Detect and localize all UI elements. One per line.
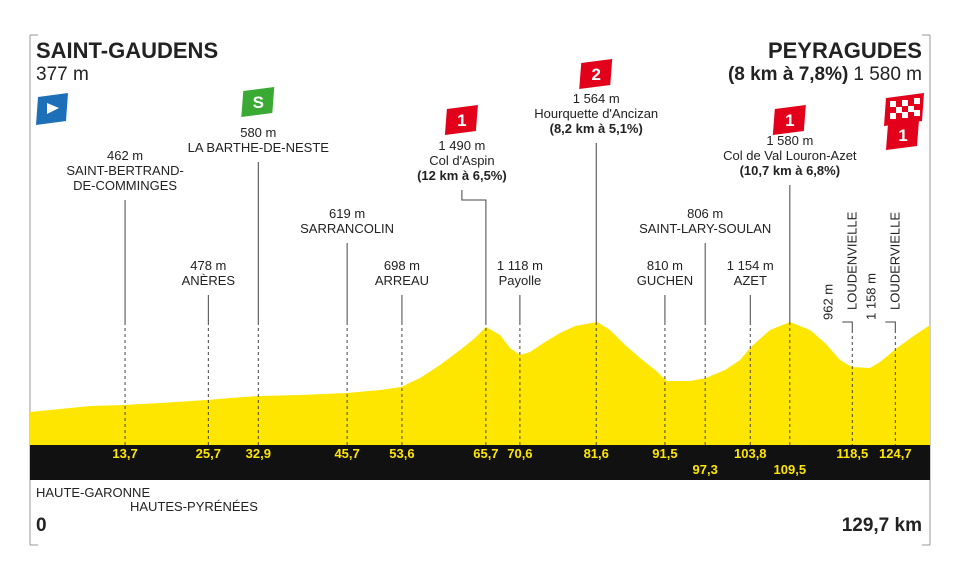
elevation-profile xyxy=(30,322,930,445)
km-label: 65,7 xyxy=(473,446,498,461)
badge-label: 2 xyxy=(591,65,600,84)
marker-line xyxy=(461,190,487,322)
waypoint-name: LOUDENVIELLE xyxy=(844,211,859,310)
finish-name: PEYRAGUDES xyxy=(768,38,922,63)
waypoint-altitude: 462 m xyxy=(107,148,143,163)
km-label: 103,8 xyxy=(734,446,767,461)
waypoint-name: SAINT-LARY-SOULAN xyxy=(639,221,771,236)
waypoint-name: GUCHEN xyxy=(637,273,693,288)
badge-label: 1 xyxy=(457,111,466,130)
waypoint-name: SAINT-BERTRAND- xyxy=(66,163,184,178)
marker-line xyxy=(842,321,853,330)
badge-label: S xyxy=(253,93,264,112)
km-label: 70,6 xyxy=(507,446,532,461)
marker-line xyxy=(885,321,896,330)
badge-label: 1 xyxy=(785,111,794,130)
km-label: 13,7 xyxy=(112,446,137,461)
waypoint-altitude: 1 154 m xyxy=(727,258,774,273)
km-label: 45,7 xyxy=(334,446,359,461)
km-label: 97,3 xyxy=(693,462,718,477)
waypoint-altitude: 806 m xyxy=(687,206,723,221)
km-label: 81,6 xyxy=(584,446,609,461)
waypoint-altitude: 580 m xyxy=(240,125,276,140)
waypoint-name: Payolle xyxy=(499,273,542,288)
start-name: SAINT-GAUDENS xyxy=(36,38,218,63)
finish-flag xyxy=(884,93,924,126)
waypoint-name: ARREAU xyxy=(375,273,429,288)
start-altitude: 377 m xyxy=(36,64,89,85)
distance-bar xyxy=(30,445,930,480)
waypoint-altitude: 962 m xyxy=(820,284,835,320)
km-label: 25,7 xyxy=(196,446,221,461)
region: HAUTE-GARONNE xyxy=(36,485,150,500)
waypoint-name: LOUDERVIELLE xyxy=(887,212,902,310)
climb-badge xyxy=(241,87,275,117)
finish-climb: (8 km à 7,8%) xyxy=(728,64,848,85)
start-flag-arrow xyxy=(47,103,59,114)
waypoint-altitude: 478 m xyxy=(190,258,226,273)
finish-info: (8 km à 7,8%) 1 580 m xyxy=(728,64,922,85)
waypoint-name: SARRANCOLIN xyxy=(300,221,394,236)
climb-info: (12 km à 6,5%) xyxy=(417,168,507,183)
climb-badge xyxy=(579,59,613,89)
climb-badge xyxy=(772,105,806,135)
waypoint-altitude: 1 158 m xyxy=(863,273,878,320)
checkers xyxy=(890,98,920,119)
waypoint-name: AZET xyxy=(734,273,767,288)
km-label: 124,7 xyxy=(879,446,912,461)
waypoint-altitude: 1 118 m xyxy=(497,258,543,273)
waypoint-name: LA BARTHE-DE-NESTE xyxy=(188,140,330,155)
waypoint-altitude: 810 m xyxy=(647,258,683,273)
km-label: 109,5 xyxy=(774,462,807,477)
climb-badge xyxy=(886,120,919,150)
waypoint-name: ANÈRES xyxy=(182,273,236,288)
waypoint-name: Hourquette d'Ancizan xyxy=(534,106,658,121)
km-label: 118,5 xyxy=(836,446,868,461)
km-label: 53,6 xyxy=(389,446,414,461)
climb-info: (8,2 km à 5,1%) xyxy=(550,121,643,136)
finish-altitude: 1 580 m xyxy=(853,64,922,85)
km-label: 32,9 xyxy=(246,446,271,461)
climb-badge xyxy=(444,105,478,135)
climb-info: (10,7 km à 6,8%) xyxy=(740,163,840,178)
finish-km: 129,7 km xyxy=(842,515,922,536)
waypoint-altitude: 1 580 m xyxy=(766,133,813,148)
region: HAUTES-PYRÉNÉES xyxy=(130,499,258,514)
waypoint-name: Col de Val Louron-Azet xyxy=(723,148,857,163)
badge-label: 1 xyxy=(898,126,907,145)
waypoint-altitude: 698 m xyxy=(384,258,420,273)
start-km: 0 xyxy=(36,515,47,536)
waypoint-altitude: 1 490 m xyxy=(438,138,485,153)
km-label: 91,5 xyxy=(652,446,677,461)
waypoint-name: DE-COMMINGES xyxy=(73,178,177,193)
waypoint-altitude: 1 564 m xyxy=(573,91,620,106)
waypoint-altitude: 619 m xyxy=(329,206,365,221)
waypoint-name: Col d'Aspin xyxy=(429,153,494,168)
